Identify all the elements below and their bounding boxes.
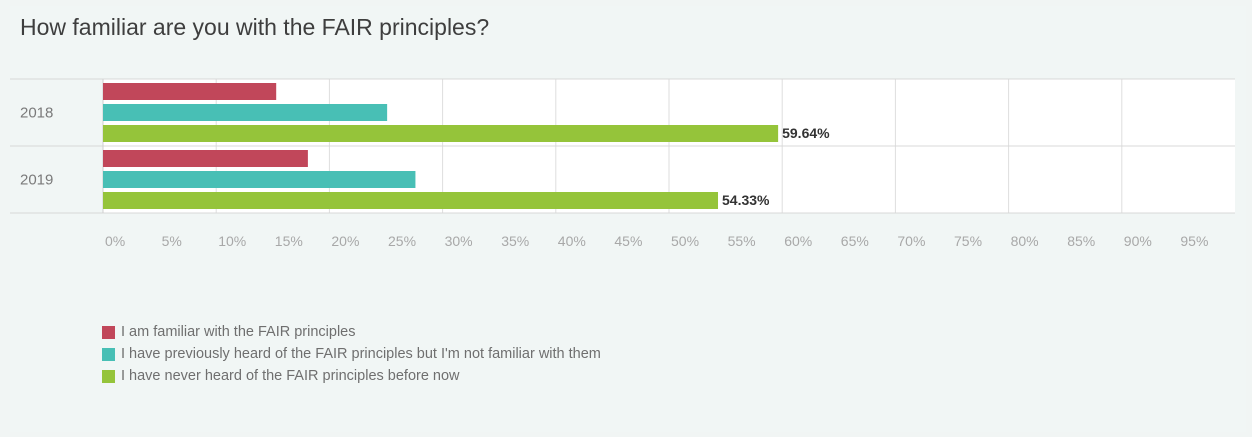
- x-tick-label: 20%: [331, 233, 359, 249]
- legend-item-heard[interactable]: I have previously heard of the FAIR prin…: [102, 343, 601, 365]
- legend-label: I am familiar with the FAIR principles: [121, 324, 356, 340]
- bar: [103, 171, 416, 188]
- x-tick-label: 5%: [162, 233, 182, 249]
- category-label: 2018: [20, 105, 53, 122]
- legend-swatch: [102, 347, 115, 361]
- x-tick-label: 85%: [1067, 233, 1095, 249]
- x-tick-label: 50%: [671, 233, 699, 249]
- x-tick-label: 45%: [614, 233, 642, 249]
- legend-item-familiar[interactable]: I am familiar with the FAIR principles: [102, 321, 601, 343]
- chart-title: How familiar are you with the FAIR princ…: [20, 14, 490, 40]
- x-tick-label: 90%: [1124, 233, 1152, 249]
- data-label: 59.64%: [782, 125, 830, 141]
- legend-swatch: [102, 325, 115, 339]
- chart-panel: [10, 6, 1246, 432]
- x-tick-label: 0%: [105, 233, 125, 249]
- x-tick-label: 40%: [558, 233, 586, 249]
- x-tick-label: 80%: [1011, 233, 1039, 249]
- x-tick-label: 25%: [388, 233, 416, 249]
- legend-label: I have never heard of the FAIR principle…: [121, 368, 460, 384]
- x-tick-label: 60%: [784, 233, 812, 249]
- x-tick-label: 55%: [728, 233, 756, 249]
- x-tick-label: 75%: [954, 233, 982, 249]
- bar: [103, 104, 388, 121]
- x-tick-label: 65%: [841, 233, 869, 249]
- legend-item-never-heard[interactable]: I have never heard of the FAIR principle…: [102, 365, 601, 387]
- x-tick-label: 15%: [275, 233, 303, 249]
- bar: [103, 192, 719, 209]
- legend: I am familiar with the FAIR principles I…: [102, 321, 601, 387]
- x-tick-label: 70%: [897, 233, 925, 249]
- bar: [103, 150, 308, 167]
- data-label: 54.33%: [722, 192, 770, 208]
- x-tick-label: 95%: [1180, 233, 1208, 249]
- x-tick-label: 10%: [218, 233, 246, 249]
- legend-label: I have previously heard of the FAIR prin…: [121, 346, 601, 362]
- x-tick-label: 35%: [501, 233, 529, 249]
- bar: [103, 83, 277, 100]
- x-tick-label: 30%: [445, 233, 473, 249]
- bar: [103, 125, 779, 142]
- category-label: 2019: [20, 172, 53, 189]
- legend-swatch: [102, 369, 115, 383]
